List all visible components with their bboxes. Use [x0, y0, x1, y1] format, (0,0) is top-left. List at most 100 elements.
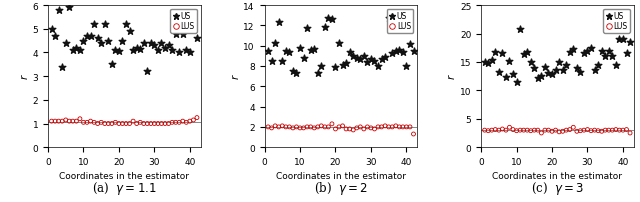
Point [153, 49, 163, 53]
Point [163, 122, 173, 125]
Point [479, 61, 490, 64]
Point [355, 58, 365, 61]
Point [490, 128, 500, 132]
Point [561, 129, 572, 132]
Text: (b)  $\gamma = 2$: (b) $\gamma = 2$ [314, 179, 368, 196]
Point [596, 130, 607, 133]
Point [621, 53, 632, 56]
Point [366, 127, 376, 130]
Point [124, 122, 134, 125]
Point [337, 64, 348, 67]
Point [366, 58, 376, 61]
Point [397, 51, 408, 54]
Point [128, 120, 138, 123]
Point [568, 48, 579, 51]
Point [618, 129, 628, 132]
Point [149, 122, 159, 125]
Point [323, 18, 333, 21]
Point [117, 40, 127, 43]
Point [543, 72, 554, 76]
Point [170, 33, 180, 36]
Point [71, 120, 81, 123]
Point [82, 35, 92, 38]
Point [511, 129, 522, 133]
Point [135, 121, 145, 124]
Point [124, 30, 134, 34]
Point [557, 130, 568, 133]
Point [618, 38, 628, 42]
Point [139, 122, 149, 125]
Point [270, 42, 280, 45]
Point [178, 120, 188, 123]
Point [401, 126, 412, 129]
Point [383, 18, 394, 21]
Text: (c)  $\gamma = 3$: (c) $\gamma = 3$ [531, 179, 584, 196]
Point [305, 126, 316, 129]
Point [359, 128, 369, 131]
Point [96, 121, 106, 124]
Point [309, 127, 319, 130]
Point [525, 129, 536, 133]
Point [501, 76, 511, 80]
Point [394, 49, 404, 52]
Point [536, 132, 547, 135]
Point [504, 60, 515, 63]
Point [614, 129, 625, 132]
Point [288, 127, 298, 130]
Point [78, 40, 88, 43]
Point [68, 49, 78, 53]
Point [132, 122, 142, 125]
Point [149, 44, 159, 48]
Point [320, 27, 330, 30]
Point [596, 50, 607, 53]
Point [128, 49, 138, 53]
Point [550, 69, 561, 73]
Point [312, 72, 323, 75]
Point [85, 35, 95, 38]
Point [302, 126, 312, 129]
Point [156, 122, 166, 125]
Point [348, 129, 358, 132]
Point [547, 74, 557, 77]
Point [604, 129, 614, 132]
Point [380, 125, 390, 128]
Point [156, 42, 166, 45]
Point [185, 120, 195, 123]
Point [75, 118, 85, 121]
Point [57, 120, 67, 123]
Point [589, 129, 600, 132]
Point [550, 129, 561, 132]
Point [68, 120, 78, 123]
Point [50, 120, 60, 123]
Point [568, 126, 579, 129]
Point [621, 128, 632, 132]
Point [344, 51, 355, 54]
Point [93, 37, 103, 41]
Point [540, 66, 550, 69]
Point [493, 129, 504, 132]
Point [71, 47, 81, 50]
Point [518, 129, 529, 132]
Point [107, 122, 117, 125]
Point [483, 129, 493, 133]
Point [572, 130, 582, 133]
Point [298, 57, 308, 60]
Point [103, 122, 113, 125]
Point [561, 64, 572, 67]
Point [93, 122, 103, 125]
Point [295, 127, 305, 130]
Point [536, 75, 547, 78]
Point [369, 60, 380, 63]
Point [369, 128, 380, 131]
Point [100, 122, 110, 125]
Point [85, 120, 95, 123]
Point [327, 123, 337, 126]
Point [188, 28, 198, 31]
Point [348, 55, 358, 58]
Point [497, 128, 508, 131]
Point [579, 53, 589, 56]
Point [501, 129, 511, 132]
Point [110, 121, 120, 124]
Point [185, 52, 195, 55]
Point [380, 56, 390, 59]
